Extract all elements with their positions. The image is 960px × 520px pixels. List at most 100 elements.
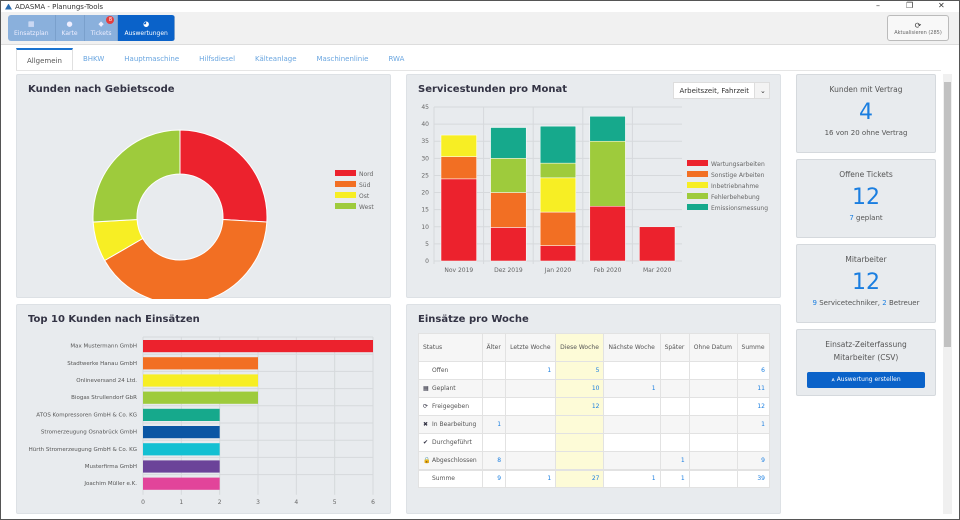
nav-einsatzplan[interactable]: ▦ Einsatzplan <box>8 15 56 41</box>
tab-kaelteanlage[interactable]: Kälteanlage <box>255 55 297 63</box>
legend-label: Wartungsarbeiten <box>711 161 765 168</box>
card-title: Offene Tickets <box>839 170 893 179</box>
card-value: 4 <box>859 100 873 125</box>
total-cell[interactable]: 1 <box>603 469 661 488</box>
nav-tickets[interactable]: ◆ Tickets 8 <box>84 15 119 41</box>
category-label: Stadtwerke Hanau GmbH <box>67 361 137 367</box>
count-cell[interactable]: 1 <box>505 361 557 380</box>
total-cell[interactable]: 1 <box>505 469 557 488</box>
total-cell[interactable]: 1 <box>659 469 690 488</box>
count-cell <box>555 415 605 434</box>
tab-hauptmaschine[interactable]: Hauptmaschine <box>124 55 180 63</box>
tab-maschinenlinie[interactable]: Maschinenlinie <box>316 55 369 63</box>
tab-bhkw[interactable]: BHKW <box>82 55 105 63</box>
hours-type-select[interactable]: Arbeitszeit, Fahrzeit ⌄ <box>673 82 770 99</box>
legend-label: Fehlerbehebung <box>711 194 760 201</box>
main-nav: ▦ Einsatzplan ● Karte ◆ Tickets 8 ◕ Auswertun… <box>8 15 175 41</box>
count-cell <box>481 433 507 452</box>
scrollbar-thumb[interactable] <box>944 82 951 347</box>
y-tick-label: 15 <box>421 207 429 214</box>
status-cell: ✔ Durchgeführt <box>418 433 483 452</box>
count-cell[interactable]: 10 <box>555 379 605 398</box>
table-row: ✖ In Bearbeitung 1 1 <box>418 415 771 434</box>
y-tick-label: 10 <box>421 224 429 231</box>
tab-allgemein[interactable]: Allgemein <box>16 48 73 70</box>
count-cell[interactable]: 1 <box>603 379 661 398</box>
count-cell <box>481 379 507 398</box>
tab-rwa[interactable]: RWA <box>388 55 405 63</box>
calendar-icon: ▦ <box>423 385 429 392</box>
globe-icon: ● <box>66 19 73 28</box>
bar <box>143 374 258 387</box>
geplant-count[interactable]: 7 <box>849 214 854 222</box>
table-row: Offen 1 5 6 <box>418 361 771 380</box>
legend-label: Nord <box>359 171 374 178</box>
bar-segment-emissionsmessung <box>539 125 577 164</box>
count-cell[interactable]: 5 <box>555 361 605 380</box>
bar-segment-emissionsmessung <box>589 115 626 142</box>
count-cell[interactable]: 6 <box>736 361 771 380</box>
table-row: 🔒 Abgeschlossen 8 1 9 <box>418 451 771 470</box>
count-cell[interactable]: 1 <box>481 415 507 434</box>
count-cell[interactable]: 12 <box>555 397 605 416</box>
tab-hilfsdiesel[interactable]: Hilfsdiesel <box>199 55 236 63</box>
total-cell[interactable]: 9 <box>481 469 507 488</box>
x-tick-label: 0 <box>141 499 145 506</box>
count-cell <box>481 397 507 416</box>
count-cell[interactable]: 12 <box>736 397 771 416</box>
nav-karte[interactable]: ● Karte <box>55 15 85 41</box>
app-logo-icon <box>5 3 12 10</box>
window-title: ADASMA - Planungs-Tools <box>15 2 104 11</box>
card-kunden-vertrag: Kunden mit Vertrag 4 16 von 20 ohne Vert… <box>796 74 936 153</box>
panel-title: Einsätze pro Woche <box>418 314 529 325</box>
column-header: Diese Woche <box>555 333 605 362</box>
refresh-icon: ⟳ <box>914 20 922 30</box>
panel-top10: Top 10 Kunden nach Einsätzen 0 1 2 3 4 5 6 Max … <box>16 304 391 514</box>
count-cell <box>555 433 605 452</box>
minimize-icon[interactable]: – <box>876 1 880 10</box>
count-cell <box>603 361 661 380</box>
panel-servicestunden: Servicestunden pro Monat Arbeitszeit, Fa… <box>406 74 781 298</box>
refresh-button[interactable]: ⟳ Aktualisieren (285) <box>887 15 949 41</box>
y-tick-label: 30 <box>421 155 429 162</box>
count-cell[interactable]: 9 <box>736 451 771 470</box>
techniker-count[interactable]: 9 <box>812 299 817 307</box>
geplant-label: geplant <box>856 214 883 222</box>
bar-segment-sonstige arbeiten <box>440 156 477 180</box>
card-value: 12 <box>852 270 880 295</box>
category-label: Max Mustermann GmbH <box>70 344 137 350</box>
count-cell <box>688 397 738 416</box>
bar <box>143 477 220 490</box>
count-cell[interactable]: 8 <box>481 451 507 470</box>
count-cell <box>603 415 661 434</box>
bar-segment-sonstige arbeiten <box>539 211 577 246</box>
total-cell[interactable]: 39 <box>736 469 771 488</box>
bar-segment-fehlerbehebung <box>490 158 527 193</box>
x-tick-label: 6 <box>371 499 375 506</box>
count-cell[interactable]: 1 <box>736 415 771 434</box>
legend-swatch <box>335 203 356 209</box>
table-row: ▦ Geplant 10 1 11 <box>418 379 771 398</box>
status-label: Geplant <box>432 385 456 392</box>
total-cell[interactable]: 27 <box>555 469 605 488</box>
vertical-scrollbar[interactable] <box>943 74 952 514</box>
nav-label: Einsatzplan <box>14 29 49 37</box>
column-header: Älter <box>481 333 507 362</box>
bar <box>143 357 258 370</box>
create-report-button[interactable]: ⩓ Auswertung erstellen <box>807 372 925 388</box>
pie-chart-icon: ◕ <box>143 19 150 28</box>
count-cell <box>736 433 771 452</box>
count-cell[interactable]: 1 <box>659 451 690 470</box>
y-tick-label: 45 <box>421 104 429 111</box>
x-tick-label: 4 <box>294 499 298 506</box>
legend-swatch <box>687 160 708 166</box>
y-tick-label: 0 <box>425 258 429 265</box>
bar-segment-inbetriebnahme <box>539 177 577 213</box>
count-cell[interactable]: 11 <box>736 379 771 398</box>
maximize-icon[interactable]: ❐ <box>906 1 914 10</box>
stacked-bar-chart: 0 5 10 15 20 25 30 35 40 45 Nov 2019 Dez 2019 Jan 20… <box>421 104 768 274</box>
close-icon[interactable]: ✕ <box>938 1 945 10</box>
bar <box>143 460 220 473</box>
nav-auswertungen[interactable]: ◕ Auswertungen <box>118 15 175 41</box>
betreuer-count[interactable]: 2 <box>882 299 887 307</box>
